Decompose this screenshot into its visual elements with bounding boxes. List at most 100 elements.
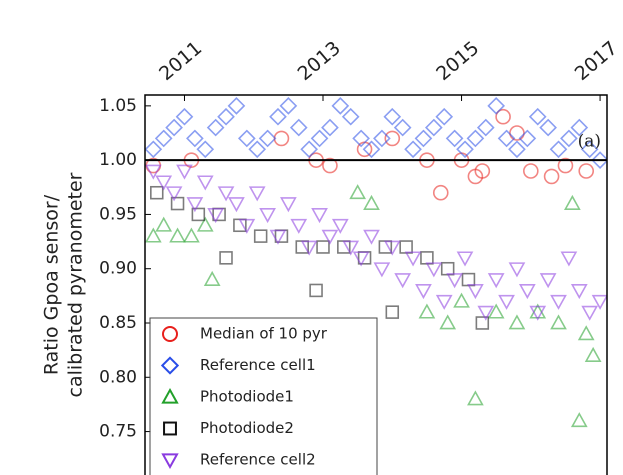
- point: [217, 107, 235, 126]
- point: [176, 164, 193, 180]
- point: [207, 208, 225, 224]
- point: [570, 284, 588, 300]
- point: [309, 283, 323, 298]
- point: [238, 218, 256, 234]
- point: [290, 218, 308, 234]
- legend-marker: [162, 326, 178, 342]
- point: [269, 107, 287, 126]
- point: [186, 129, 204, 148]
- point: [165, 118, 183, 137]
- y-tick-label: 0.85: [99, 313, 137, 333]
- y-tick-label: 0.80: [99, 367, 137, 387]
- point: [352, 129, 370, 148]
- point: [425, 262, 443, 278]
- point: [529, 305, 547, 321]
- point: [475, 316, 490, 330]
- point: [362, 140, 381, 159]
- point: [508, 262, 526, 278]
- point: [435, 294, 453, 310]
- point: [352, 251, 370, 267]
- legend-label: Reference cell2: [200, 451, 316, 469]
- legend-marker: [161, 387, 179, 404]
- point: [477, 305, 495, 321]
- point: [518, 284, 536, 300]
- point: [539, 118, 557, 137]
- point: [404, 140, 422, 159]
- legend-label: Median of 10 pyr: [200, 325, 328, 343]
- point: [384, 130, 401, 147]
- point: [570, 118, 589, 137]
- point: [560, 129, 578, 148]
- x-tick-label: 2017: [571, 37, 622, 85]
- point: [289, 118, 308, 137]
- y-tick-label: 1.05: [99, 96, 137, 116]
- legend: Median of 10 pyr Reference cell1 Photodiod…: [149, 317, 378, 475]
- y-tick-label: 0.90: [99, 259, 137, 279]
- point: [399, 240, 413, 254]
- point: [461, 272, 476, 287]
- legend-marker: [160, 356, 180, 375]
- point: [165, 186, 183, 202]
- point: [591, 151, 607, 169]
- point: [528, 107, 547, 126]
- y-tick-label: 0.75: [99, 422, 137, 442]
- point: [196, 140, 215, 159]
- point: [385, 305, 400, 319]
- point: [342, 240, 360, 256]
- point: [155, 216, 173, 232]
- point: [273, 130, 290, 147]
- point: [183, 227, 200, 243]
- point: [456, 251, 474, 267]
- point: [196, 216, 214, 232]
- point: [196, 175, 214, 191]
- point: [280, 197, 297, 213]
- point: [580, 140, 599, 159]
- point: [258, 129, 277, 148]
- point: [543, 168, 560, 185]
- point: [331, 97, 350, 115]
- point: [383, 107, 402, 126]
- point: [570, 412, 588, 428]
- point: [439, 314, 457, 330]
- point: [508, 140, 526, 159]
- point: [237, 129, 256, 148]
- y-axis-label: calibrated pyranometer: [65, 172, 87, 397]
- point: [203, 270, 221, 286]
- point: [383, 240, 401, 256]
- point: [219, 251, 233, 265]
- point: [145, 164, 162, 180]
- point: [467, 284, 484, 300]
- point: [321, 118, 339, 137]
- point: [186, 197, 204, 213]
- point: [467, 390, 484, 406]
- point: [453, 292, 470, 308]
- point: [300, 140, 318, 159]
- point: [550, 294, 567, 310]
- legend-label: Reference cell1: [200, 356, 316, 374]
- y-tick-label: 0.95: [99, 204, 137, 224]
- point: [316, 240, 330, 254]
- point: [539, 273, 557, 289]
- point: [425, 118, 443, 137]
- point: [432, 184, 449, 201]
- point: [440, 261, 455, 276]
- point: [445, 129, 464, 148]
- point: [154, 129, 173, 148]
- point: [560, 251, 578, 267]
- point: [373, 129, 391, 148]
- point: [581, 305, 599, 321]
- point: [523, 163, 539, 179]
- point: [577, 325, 595, 341]
- point: [175, 107, 194, 126]
- legend-label: Photodiode2: [200, 419, 294, 437]
- point: [495, 108, 511, 125]
- point: [393, 118, 412, 137]
- point: [467, 168, 484, 185]
- point: [363, 194, 380, 210]
- point: [349, 184, 367, 200]
- plot-frame: [144, 94, 608, 475]
- point: [564, 194, 581, 210]
- point: [363, 229, 380, 245]
- point: [487, 97, 506, 115]
